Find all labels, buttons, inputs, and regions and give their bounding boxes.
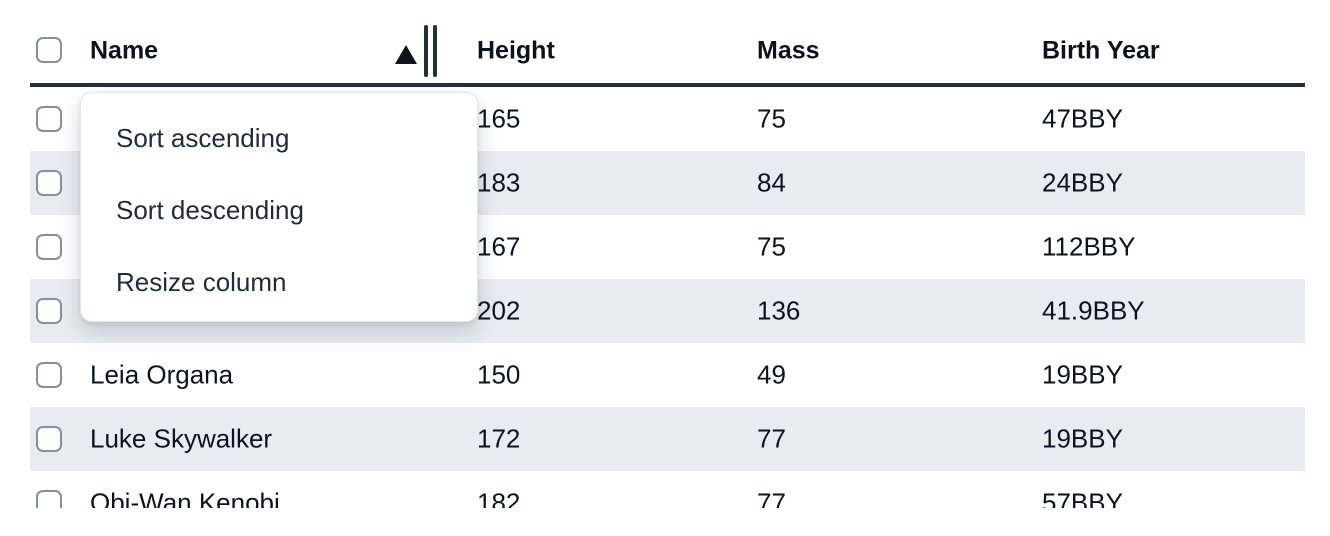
cell-height: 183	[477, 167, 521, 198]
row-checkbox[interactable]	[36, 362, 62, 388]
cell-birth-year: 41.9BBY	[1042, 295, 1145, 326]
cell-height: 150	[477, 359, 521, 390]
cell-mass: 75	[757, 103, 786, 134]
row-checkbox[interactable]	[36, 170, 62, 196]
cell-birth-year: 19BBY	[1042, 359, 1123, 390]
sort-ascending-icon	[395, 45, 417, 64]
resize-bar	[424, 25, 428, 77]
column-header-height[interactable]: Height	[477, 36, 555, 65]
cell-mass: 75	[757, 231, 786, 262]
table-header-row: Name Height Mass Birth Year	[30, 0, 1305, 87]
cell-height: 202	[477, 295, 521, 326]
cell-birth-year: 24BBY	[1042, 167, 1123, 198]
cell-mass: 136	[757, 295, 801, 326]
cell-height: 165	[477, 103, 521, 134]
cell-height: 182	[477, 487, 521, 509]
cell-height: 167	[477, 231, 521, 262]
cell-height: 172	[477, 423, 521, 454]
cell-name: Obi-Wan Kenobi	[90, 487, 280, 509]
select-all-checkbox[interactable]	[36, 37, 62, 63]
cell-mass: 77	[757, 423, 786, 454]
cell-birth-year: 47BBY	[1042, 103, 1123, 134]
cell-mass: 84	[757, 167, 786, 198]
column-context-menu: Sort ascending Sort descending Resize co…	[80, 92, 478, 322]
cell-name: Luke Skywalker	[90, 423, 273, 454]
cell-birth-year: 57BBY	[1042, 487, 1123, 509]
row-checkbox[interactable]	[36, 426, 62, 452]
column-header-name[interactable]: Name	[90, 36, 159, 65]
menu-item-sort-descending[interactable]: Sort descending	[116, 194, 304, 225]
row-checkbox[interactable]	[36, 234, 62, 260]
row-checkbox[interactable]	[36, 490, 62, 508]
table-row: Luke Skywalker 172 77 19BBY	[30, 407, 1305, 471]
menu-item-sort-ascending[interactable]: Sort ascending	[116, 122, 290, 153]
cell-birth-year: 19BBY	[1042, 423, 1123, 454]
column-header-mass[interactable]: Mass	[757, 36, 820, 65]
table-row: Obi-Wan Kenobi 182 77 57BBY	[30, 471, 1305, 508]
row-checkbox[interactable]	[36, 298, 62, 324]
column-header-birth-year[interactable]: Birth Year	[1042, 36, 1160, 65]
resize-bar	[433, 25, 437, 77]
table-row: Leia Organa 150 49 19BBY	[30, 343, 1305, 407]
column-resize-handle-icon[interactable]	[424, 25, 437, 77]
row-checkbox[interactable]	[36, 106, 62, 132]
cell-mass: 49	[757, 359, 786, 390]
cell-name: Leia Organa	[90, 359, 234, 390]
cell-birth-year: 112BBY	[1042, 231, 1136, 262]
cell-mass: 77	[757, 487, 786, 509]
menu-item-resize-column[interactable]: Resize column	[116, 266, 287, 297]
